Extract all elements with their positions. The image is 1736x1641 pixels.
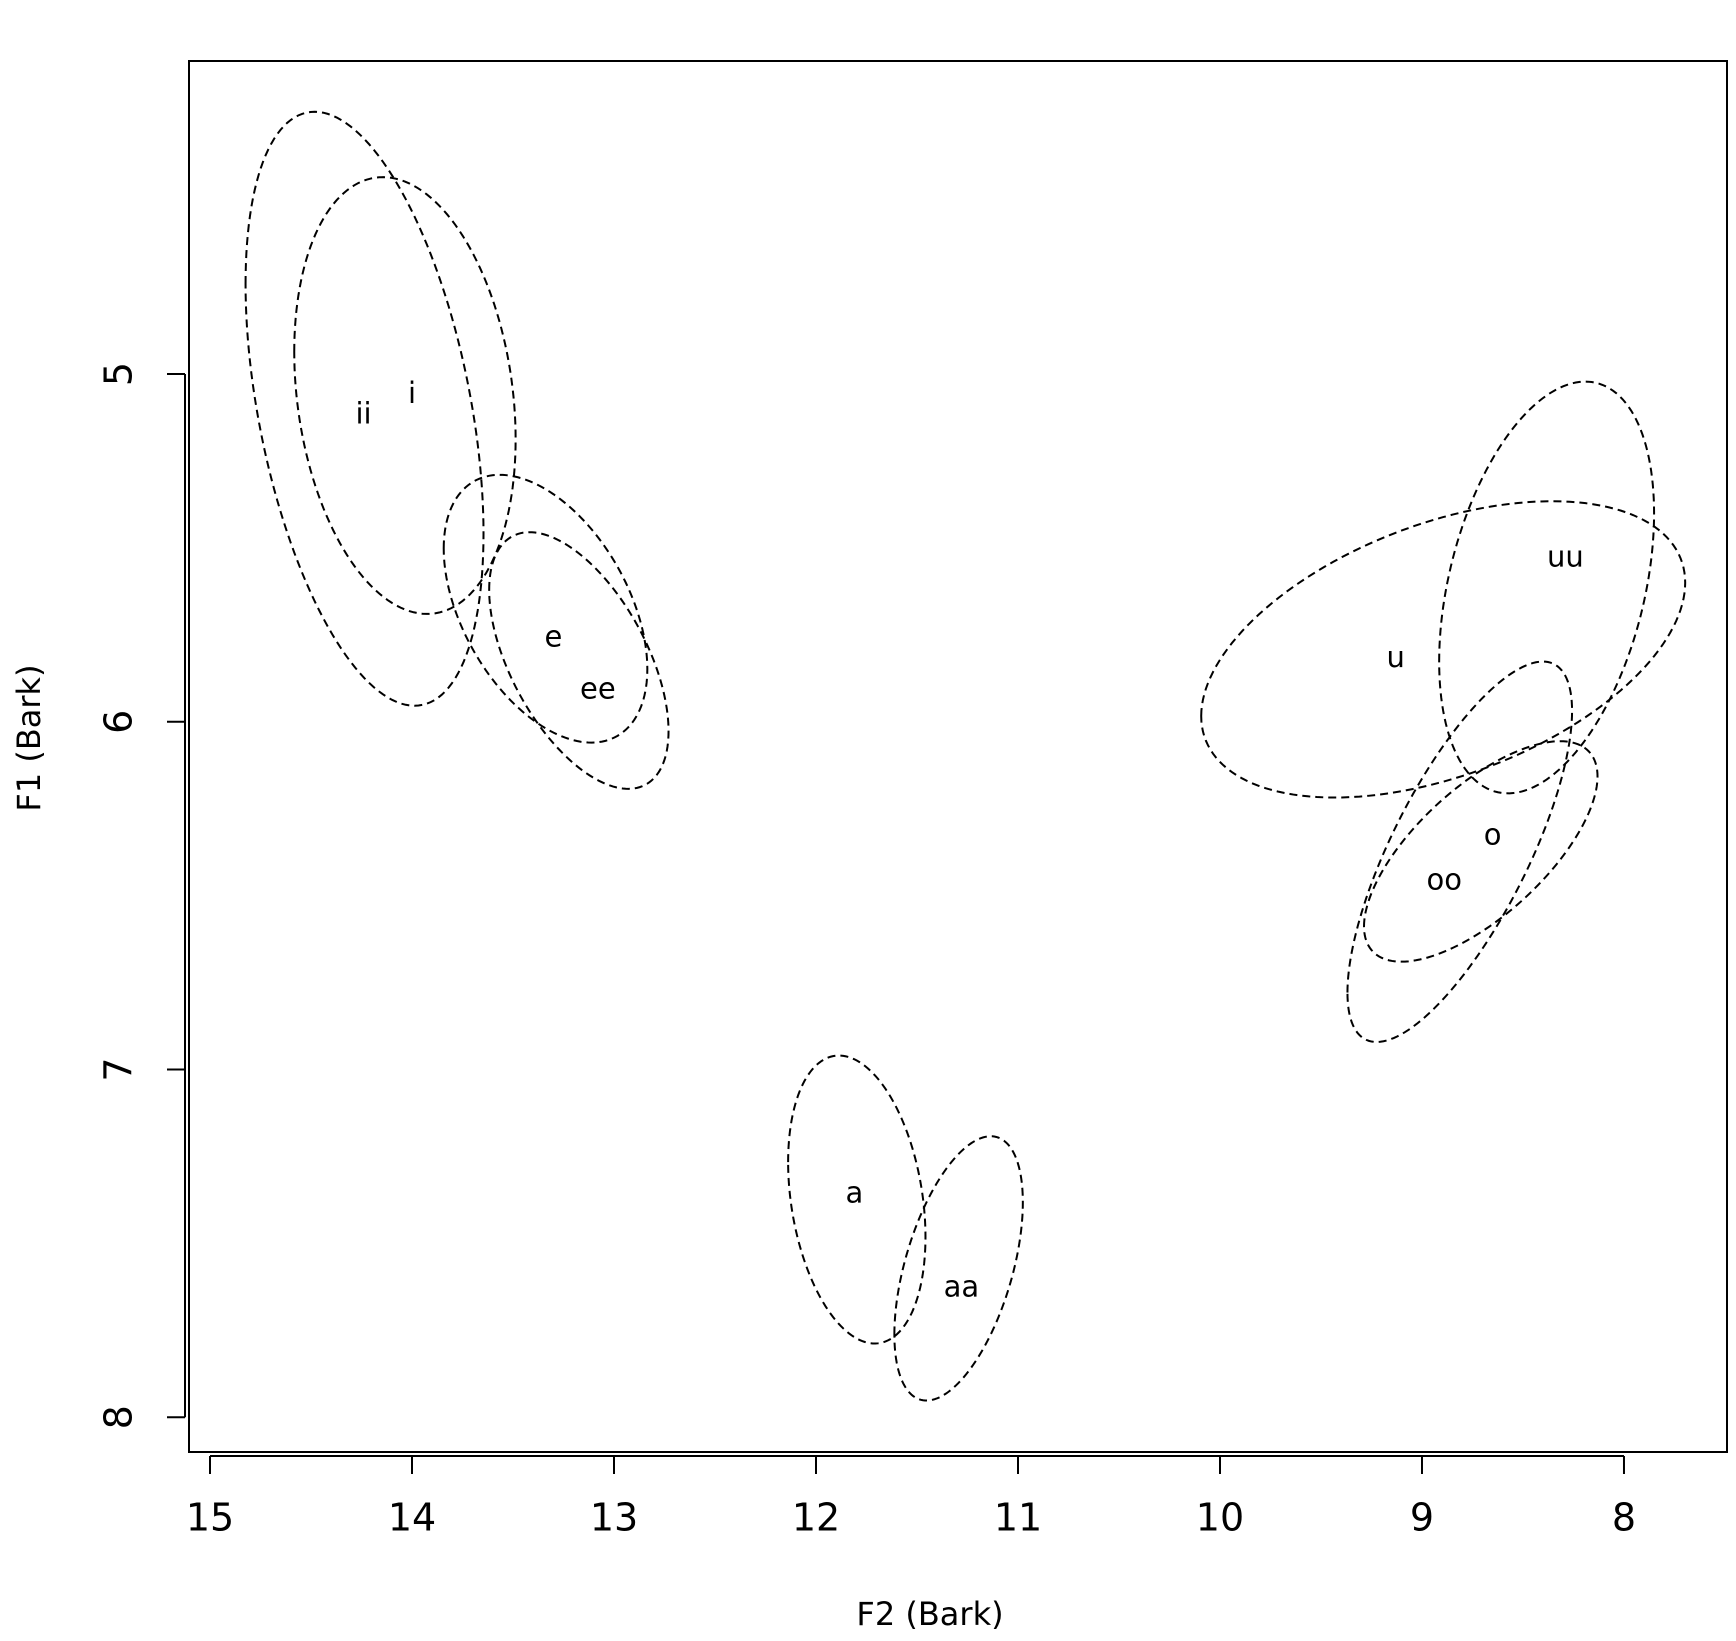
ellipse (787, 1054, 927, 1345)
vowel-label: ee (580, 671, 616, 705)
ellipse (488, 531, 670, 790)
x-tick-label: 12 (792, 1496, 840, 1540)
y-tick-label: 8 (97, 1405, 141, 1429)
ellipse (1363, 740, 1599, 963)
ellipse (893, 1135, 1024, 1402)
vowel-label: uu (1547, 539, 1584, 573)
y-tick-label: 6 (97, 710, 141, 734)
ellipse (1346, 660, 1574, 1044)
y-tick-label: 7 (97, 1057, 141, 1081)
vowel-label: aa (944, 1270, 980, 1304)
ellipse (442, 473, 649, 744)
x-tick-label: 9 (1410, 1496, 1434, 1540)
x-tick-label: 13 (590, 1496, 638, 1540)
vowel-label: a (845, 1176, 863, 1210)
x-tick-label: 11 (994, 1496, 1042, 1540)
vowel-label: u (1387, 640, 1405, 674)
vowel-label: e (544, 619, 562, 653)
x-axis-label: F2 (Bark) (856, 1595, 1003, 1633)
ellipse (1438, 380, 1656, 795)
x-tick-label: 8 (1612, 1496, 1636, 1540)
vowel-label: ii (355, 397, 371, 431)
x-tick-label: 10 (1196, 1496, 1244, 1540)
vowel-label: o (1484, 817, 1502, 851)
ellipse (1200, 500, 1687, 799)
x-tick-label: 15 (186, 1496, 234, 1540)
ellipse (244, 110, 485, 707)
y-axis-label: F1 (Bark) (10, 664, 48, 811)
plot-frame (188, 60, 1728, 1453)
x-tick-label: 14 (388, 1496, 436, 1540)
vowel-label: i (408, 376, 416, 410)
y-tick-label: 5 (97, 362, 141, 386)
vowel-label: oo (1426, 863, 1462, 897)
